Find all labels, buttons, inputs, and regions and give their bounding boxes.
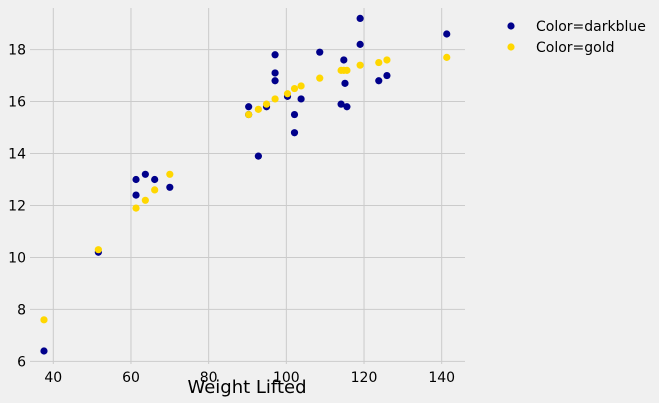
data-point (271, 69, 279, 77)
data-point (383, 71, 391, 80)
x-tick-label: 80 (200, 370, 218, 386)
data-point (443, 30, 451, 38)
data-point (94, 246, 102, 254)
data-point (40, 316, 48, 324)
y-tick-label: 12 (8, 198, 26, 214)
data-point (337, 100, 345, 108)
data-point (151, 175, 159, 184)
y-tick-label: 18 (8, 43, 26, 59)
data-point (316, 48, 324, 56)
data-point (297, 82, 305, 90)
data-point (40, 347, 48, 355)
data-point (356, 40, 364, 48)
data-point (290, 110, 299, 119)
legend-marker (507, 22, 515, 30)
data-point (254, 152, 262, 160)
grid-lines (30, 8, 465, 364)
data-point (375, 58, 383, 67)
x-tick-label: 60 (122, 370, 140, 386)
data-point (341, 79, 349, 87)
data-point (283, 90, 292, 98)
y-tick-labels: 6 8 10 12 14 16 18 (8, 43, 26, 371)
data-point (340, 56, 348, 64)
plot-background (30, 8, 465, 364)
data-point (141, 170, 149, 178)
data-point (316, 74, 324, 82)
data-point (132, 204, 140, 212)
legend-marker (507, 43, 515, 51)
data-point (297, 95, 305, 103)
y-tick-label: 6 (17, 354, 26, 370)
data-point (271, 95, 279, 103)
y-tick-label: 10 (8, 250, 26, 266)
data-point (375, 77, 383, 85)
data-point (443, 53, 451, 61)
data-point (141, 196, 149, 204)
data-point (271, 77, 279, 85)
x-tick-label: 100 (273, 370, 300, 386)
legend-label: Color=gold (536, 40, 615, 56)
data-point (343, 103, 351, 111)
data-point (356, 14, 364, 22)
data-point (245, 103, 253, 111)
x-tick-labels: 40 60 80 100 120 140 (44, 370, 455, 386)
x-tick-label: 40 (44, 370, 62, 386)
y-tick-label: 8 (17, 302, 26, 318)
data-point (290, 129, 299, 137)
data-point (383, 56, 391, 64)
data-point (245, 110, 253, 119)
data-point (271, 51, 279, 59)
data-point (254, 105, 262, 113)
y-tick-label: 14 (8, 147, 26, 163)
data-point (132, 191, 140, 199)
data-point (262, 100, 271, 108)
data-point (343, 66, 351, 74)
x-tick-label: 140 (428, 370, 455, 386)
data-point (290, 84, 299, 93)
data-point (166, 183, 174, 191)
data-points (40, 14, 451, 355)
x-tick-label: 120 (351, 370, 378, 386)
data-point (132, 175, 140, 184)
data-point (356, 61, 364, 69)
x-axis-label: Weight Lifted (187, 377, 306, 398)
series-2-points (40, 53, 451, 324)
legend: Color=darkblue Color=gold (507, 19, 646, 56)
y-tick-label: 16 (8, 95, 26, 111)
data-point (151, 186, 159, 194)
legend-label: Color=darkblue (536, 19, 646, 35)
data-point (166, 170, 174, 178)
